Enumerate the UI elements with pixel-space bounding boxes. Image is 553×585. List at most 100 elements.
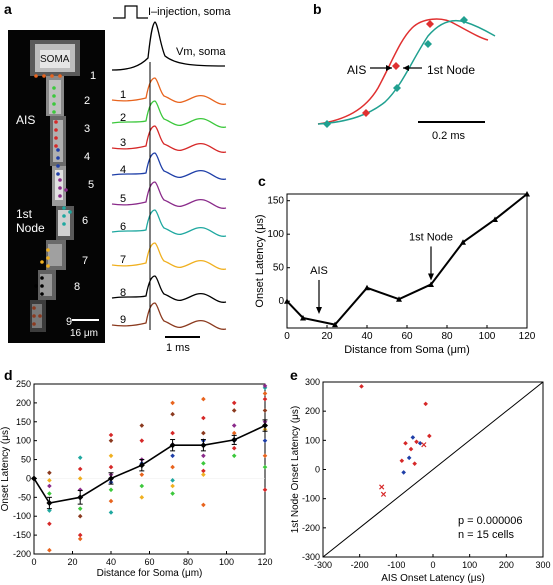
mean-point — [46, 500, 53, 506]
data-point — [77, 513, 83, 519]
x-tick-label: 40 — [361, 331, 373, 342]
recording-site-dot — [56, 164, 60, 168]
trace-number: 8 — [120, 287, 126, 299]
annotation-arrowhead — [428, 273, 434, 281]
data-point — [262, 464, 268, 470]
data-point — [231, 430, 237, 436]
data-point — [108, 498, 114, 504]
data-point — [262, 453, 268, 459]
x-tick-label: 60 — [401, 331, 413, 342]
recording-site-dot — [40, 284, 44, 288]
latency-point — [428, 281, 434, 287]
data-point — [139, 438, 145, 443]
recording-site-dot — [32, 306, 36, 310]
panel-d-label: d — [4, 367, 13, 383]
x-tick-label: 300 — [535, 560, 550, 570]
panel-a: a SOMA AIS 1st Node 1 2 3 4 5 6 7 8 9 16 μm I–in… — [4, 1, 231, 354]
cell-point — [399, 458, 405, 464]
data-point — [201, 453, 206, 459]
x-axis-label: Distance for Soma (μm) — [97, 568, 203, 579]
recording-site-dot — [42, 74, 46, 78]
voltage-trace — [111, 302, 227, 330]
data-point — [77, 536, 83, 542]
y-axis-label: Onset Latency (μs) — [254, 214, 266, 307]
voltage-trace — [111, 77, 227, 105]
soma-label: SOMA — [40, 54, 70, 65]
mean-point — [77, 494, 84, 501]
axon-segment — [48, 244, 62, 266]
y-tick-label: -100 — [302, 494, 320, 504]
data-point — [170, 483, 175, 489]
data-point — [47, 483, 52, 489]
trace-number: 6 — [120, 221, 126, 233]
data-point — [201, 502, 206, 508]
latency-point — [300, 314, 306, 321]
data-point — [201, 468, 206, 474]
y-tick-label: 150 — [267, 196, 284, 207]
trace-number: 2 — [120, 112, 126, 124]
cell-point — [410, 435, 416, 440]
y-tick-label: 0 — [278, 296, 284, 307]
node-label-line2: Node — [16, 221, 45, 235]
node-arrowhead — [403, 65, 409, 71]
trace-number: 1 — [120, 89, 126, 101]
cell-point — [401, 470, 406, 475]
voltage-trace — [111, 100, 227, 128]
data-point — [47, 508, 52, 513]
node-marker — [393, 84, 401, 92]
data-point — [108, 453, 114, 459]
recording-site-dot — [40, 292, 44, 296]
cell-point — [421, 442, 427, 448]
x-tick-label: 100 — [219, 557, 234, 567]
data-point — [77, 487, 83, 493]
recording-site-dot — [54, 128, 58, 132]
node-label-line1: 1st — [16, 207, 33, 221]
x-tick-label: 20 — [67, 557, 77, 567]
data-point — [47, 547, 52, 553]
voltage-trace — [111, 209, 227, 237]
data-point — [262, 438, 268, 443]
data-point — [47, 491, 52, 496]
axon-segment — [53, 120, 63, 162]
x-axis-label: AIS Onset Latency (μs) — [381, 573, 485, 584]
chart-d: 0 20 40 60 80 100 120 -200 -150 -100 -50 0 50 100 150 2… — [0, 379, 273, 579]
image-scale-label: 16 μm — [70, 328, 98, 339]
x-tick-label: 100 — [479, 331, 496, 342]
latency-point — [396, 296, 402, 302]
data-point — [47, 478, 52, 483]
data-point — [262, 383, 268, 389]
y-tick-label: 100 — [16, 436, 31, 446]
data-point — [77, 506, 83, 511]
y-tick-label: -100 — [13, 511, 31, 521]
ais-label: AIS — [16, 113, 35, 127]
mean-point — [138, 462, 145, 469]
data-point — [139, 483, 145, 489]
latency-line — [286, 193, 528, 326]
mean-point — [169, 442, 176, 449]
cell-point — [423, 401, 428, 407]
recording-site-dot — [50, 74, 54, 78]
x-tick-label: 80 — [441, 331, 453, 342]
data-point — [170, 491, 175, 496]
axon-segment — [55, 170, 63, 200]
data-point — [139, 423, 145, 428]
y-tick-label: 0 — [315, 465, 320, 475]
y-tick-label: -300 — [302, 552, 320, 562]
site-numbers: 1 2 3 4 5 6 7 8 9 — [66, 70, 96, 328]
x-tick-label: 0 — [284, 331, 290, 342]
ais-arrowhead — [386, 65, 392, 71]
ais-trace — [317, 18, 489, 125]
data-point — [108, 487, 114, 493]
y-tick-label: 250 — [16, 379, 31, 389]
cell-point — [408, 446, 414, 452]
x-tick-label: 100 — [462, 560, 477, 570]
ais-annotation: AIS — [347, 63, 366, 77]
ais-markers — [362, 20, 434, 117]
annotation-label: 1st Node — [409, 231, 453, 243]
y-tick-label: -200 — [302, 523, 320, 533]
identity-line — [322, 381, 544, 558]
recording-site-dot — [58, 194, 62, 198]
plot-frame — [286, 193, 528, 329]
recording-site-dot — [54, 136, 58, 140]
recording-site-dot — [54, 120, 58, 124]
